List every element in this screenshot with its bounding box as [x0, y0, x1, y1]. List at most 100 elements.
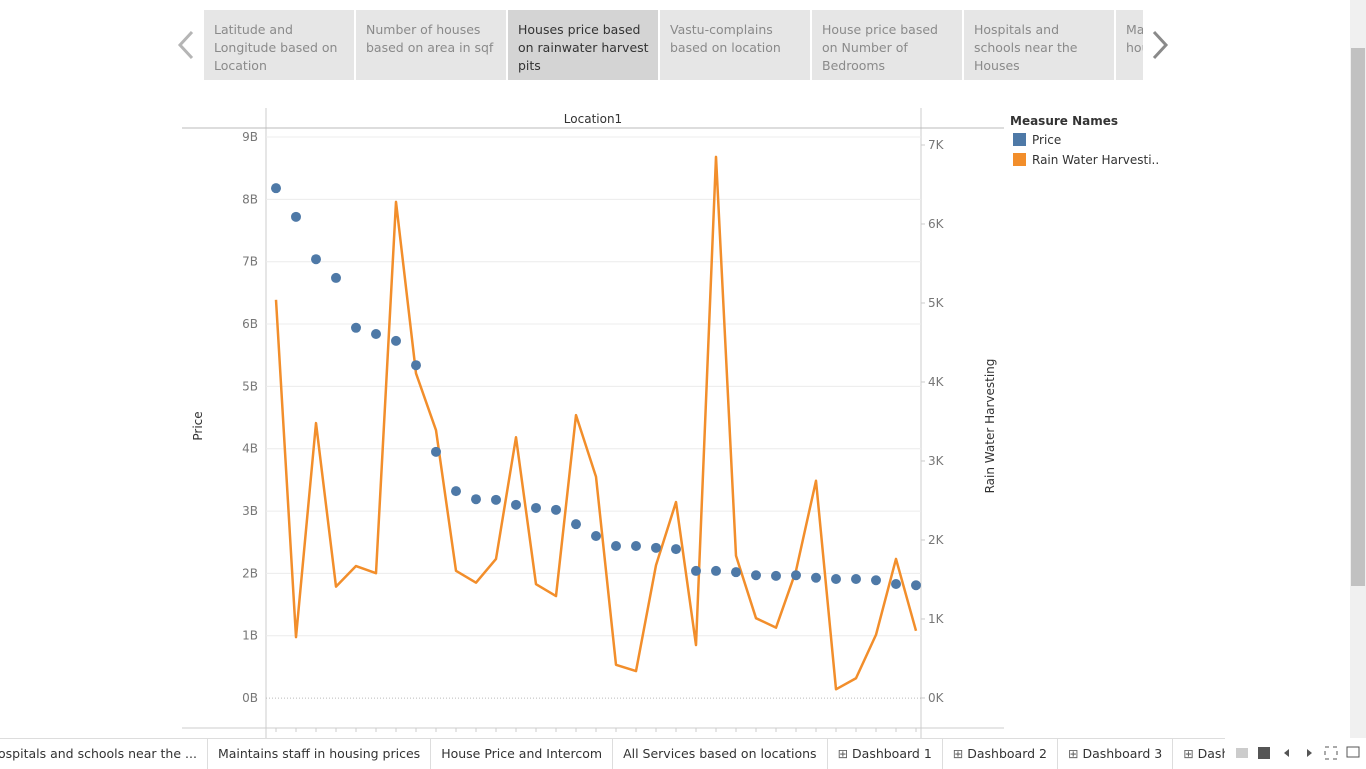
sheet-tab[interactable]: All Services based on locations: [613, 739, 828, 769]
data-point: [491, 494, 501, 505]
data-point: [651, 542, 661, 553]
y-tick-label: 8B: [242, 192, 258, 206]
story-tab[interactable]: Number of houses based on area in sqf: [356, 10, 506, 80]
data-point: [511, 499, 521, 510]
sheet-tab[interactable]: ⊞ Dashboard 2: [943, 739, 1058, 769]
story-tab[interactable]: Latitude and Longitude based on Location: [204, 10, 354, 80]
filmstrip-icon[interactable]: [1258, 747, 1270, 759]
y2-axis-title: Rain Water Harvesting: [983, 359, 997, 494]
y-tick-label: 0B: [242, 691, 258, 705]
data-point: [791, 570, 801, 581]
data-point: [691, 565, 701, 576]
story-tab[interactable]: Vastu-complains based on location: [660, 10, 810, 80]
data-point: [631, 540, 641, 551]
next-sheet-icon[interactable]: [1307, 749, 1312, 757]
data-point: [391, 335, 401, 346]
data-point: [891, 579, 901, 589]
y-tick-label: 3B: [242, 504, 258, 518]
story-tab[interactable]: Maintains staff in housing prices: [1116, 10, 1143, 80]
scrollbar-track: [1350, 0, 1366, 738]
story-tab[interactable]: Hospitals and schools near the Houses: [964, 10, 1114, 80]
data-point: [851, 574, 861, 585]
fullscreen-icon[interactable]: [1324, 746, 1338, 760]
y-tick-label: 9B: [242, 130, 258, 144]
y-tick-label: 6B: [242, 317, 258, 331]
story-navigator: Latitude and Longitude based on Location…: [204, 10, 1143, 80]
data-line: [274, 155, 918, 691]
sheet-tab[interactable]: ospitals and schools near the ...: [0, 739, 208, 769]
sheet-tab[interactable]: House Price and Intercom: [431, 739, 614, 769]
data-point: [771, 570, 781, 581]
prev-sheet-icon[interactable]: [1284, 749, 1289, 757]
legend-swatch: [1013, 133, 1026, 146]
legend-swatch: [1013, 153, 1026, 166]
chart: Location1 Price Rain Water Harvesting Me…: [182, 0, 1366, 738]
present-icon[interactable]: [1346, 746, 1360, 758]
sheet-tab-label: Dashboard 2: [967, 746, 1047, 761]
sheet-tab-label: ospitals and schools near the ...: [0, 746, 197, 761]
legend-label: Price: [1032, 133, 1061, 147]
data-point: [451, 486, 461, 497]
data-point: [331, 272, 341, 283]
data-point: [871, 575, 881, 586]
sheet-tab-label: Dashboard 1: [852, 746, 932, 761]
grid-view-icon[interactable]: [1236, 748, 1248, 758]
y-tick-label: 2B: [242, 566, 258, 580]
y-tick-label: 4B: [242, 442, 258, 456]
y-tick-label: 5B: [242, 379, 258, 393]
data-point: [371, 329, 381, 340]
sheet-tab-label: Dashboard 3: [1082, 746, 1163, 761]
data-point: [311, 254, 321, 265]
data-point: [471, 494, 481, 505]
data-point: [911, 580, 921, 591]
data-point: [751, 570, 761, 581]
tab-icon: ⊞: [1067, 746, 1083, 761]
sheet-tab-label: Dashboard 4: [1197, 746, 1225, 761]
data-point: [271, 183, 281, 194]
data-point: [431, 446, 441, 457]
story-tab[interactable]: House price based on Number of Bedrooms: [812, 10, 962, 80]
next-story-arrow[interactable]: [1146, 28, 1176, 62]
data-point: [351, 322, 361, 333]
scrollbar-thumb[interactable]: [1351, 48, 1365, 586]
data-point: [411, 360, 421, 371]
sheet-tab-label: All Services based on locations: [623, 746, 817, 761]
data-point: [291, 211, 301, 222]
sheet-tab-label: House Price and Intercom: [441, 746, 603, 761]
column-header: Location1: [564, 112, 622, 126]
tab-icon: ⊞: [952, 746, 968, 761]
y2-tick-label: 6K: [928, 217, 945, 231]
sheet-tab-label: Maintains staff in housing prices: [217, 746, 421, 761]
y-axis-title: Price: [191, 411, 205, 440]
legend-title: Measure Names: [1010, 114, 1118, 128]
y2-tick-label: 3K: [928, 454, 945, 468]
data-point: [531, 502, 541, 513]
data-point: [731, 567, 741, 578]
data-point: [711, 565, 721, 576]
data-point: [811, 572, 821, 583]
legend-label: Rain Water Harvesti..: [1032, 153, 1159, 167]
sheet-controls: [1236, 746, 1360, 760]
y-tick-label: 7B: [242, 255, 258, 269]
y2-tick-label: 4K: [928, 375, 945, 389]
y2-tick-label: 7K: [928, 138, 945, 152]
y2-tick-label: 0K: [928, 691, 945, 705]
data-point: [611, 540, 621, 551]
sheet-tab[interactable]: ⊞ Dashboard 1: [828, 739, 943, 769]
prev-story-arrow[interactable]: [172, 28, 202, 62]
sheet-tabs: ospitals and schools near the ... Maintai…: [0, 738, 1225, 769]
sheet-tab[interactable]: Maintains staff in housing prices: [208, 739, 432, 769]
data-point: [551, 504, 561, 515]
data-point: [591, 531, 601, 541]
data-point: [831, 574, 841, 585]
sheet-tab[interactable]: ⊞ Dashboard 3: [1058, 739, 1174, 769]
data-point: [671, 544, 681, 555]
story-tab[interactable]: Houses price based on rainwater harvest …: [508, 10, 658, 80]
tab-icon: ⊞: [837, 746, 853, 761]
sheet-tab[interactable]: ⊞ Dashboard 4: [1173, 739, 1225, 769]
y2-tick-label: 5K: [928, 296, 945, 310]
y2-tick-label: 2K: [928, 533, 945, 547]
tab-icon: ⊞: [1183, 746, 1198, 761]
y-tick-label: 1B: [242, 629, 258, 643]
